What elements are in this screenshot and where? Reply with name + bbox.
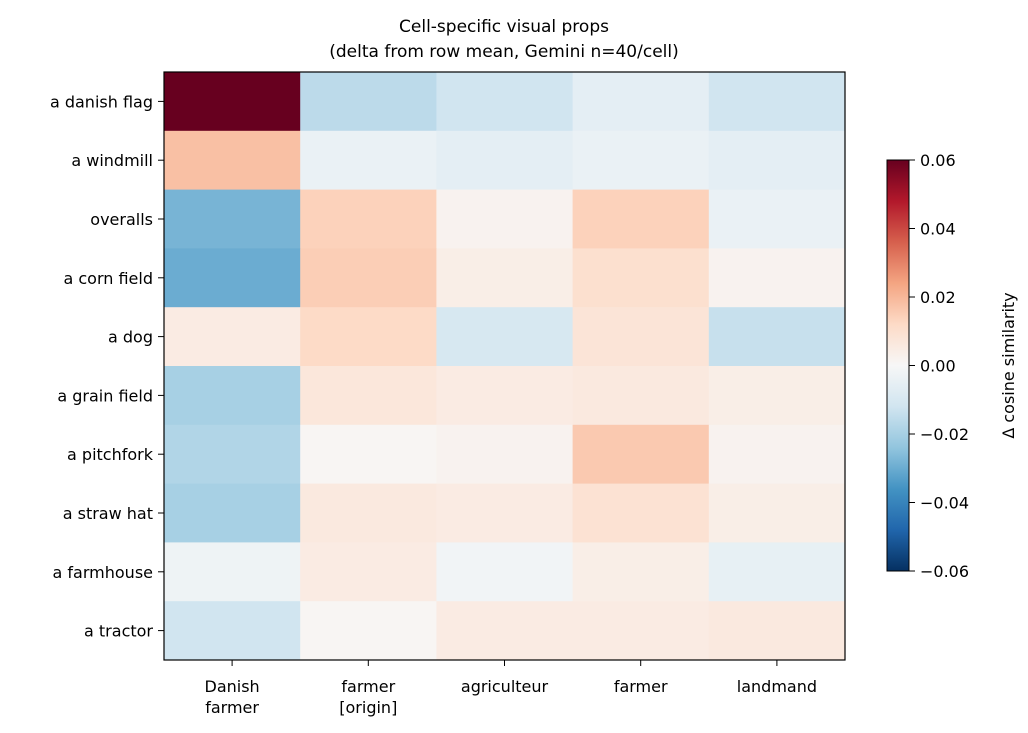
heatmap-cell <box>164 189 301 249</box>
x-tick-label: [origin] <box>339 698 397 717</box>
heatmap-cell <box>436 601 574 661</box>
heatmap-cell <box>572 542 710 602</box>
heatmap-cell <box>572 189 710 249</box>
heatmap-cells <box>164 72 846 661</box>
colorbar-tick-label: 0.06 <box>920 151 956 170</box>
x-tick-label: agriculteur <box>461 677 549 696</box>
chart-subtitle: (delta from row mean, Gemini n=40/cell) <box>329 42 678 62</box>
heatmap-cell <box>436 72 574 132</box>
x-tick-label: farmer <box>341 677 395 696</box>
heatmap-cell <box>164 130 301 191</box>
colorbar-tick-label: −0.02 <box>920 425 969 444</box>
y-tick-label: a farmhouse <box>53 563 153 582</box>
heatmap-cell <box>708 424 846 485</box>
heatmap-cell <box>164 248 301 308</box>
y-tick-label: a windmill <box>71 151 153 170</box>
heatmap-cell <box>164 366 301 426</box>
heatmap-cell <box>708 130 846 191</box>
x-tick-label: farmer <box>205 698 259 717</box>
heatmap-cell <box>708 601 846 661</box>
heatmap-cell <box>164 542 301 602</box>
heatmap-cell <box>300 366 437 426</box>
heatmap-cell <box>436 189 574 249</box>
y-tick-label: a grain field <box>57 386 153 405</box>
heatmap-cell <box>436 483 574 543</box>
y-tick-label: a straw hat <box>63 504 153 523</box>
y-tick-label: a dog <box>108 328 153 347</box>
heatmap-cell <box>300 189 437 249</box>
heatmap-cell <box>572 248 710 308</box>
heatmap-cell <box>572 366 710 426</box>
colorbar-gradient <box>886 159 910 572</box>
colorbar-tick-label: 0.00 <box>920 357 956 376</box>
x-tick-label: farmer <box>614 677 668 696</box>
heatmap-cell <box>436 130 574 191</box>
heatmap-cell <box>572 72 710 132</box>
heatmap-cell <box>164 483 301 543</box>
y-tick-label: a danish flag <box>50 92 153 111</box>
x-tick-label: Danish <box>205 677 260 696</box>
heatmap-cell <box>164 307 301 367</box>
heatmap-cell <box>164 424 301 485</box>
colorbar-tick-label: −0.06 <box>920 562 969 581</box>
heatmap-cell <box>436 424 574 485</box>
heatmap-cell <box>436 248 574 308</box>
y-tick-label: overalls <box>90 210 153 229</box>
heatmap-cell <box>300 72 437 132</box>
y-tick-label: a tractor <box>84 622 153 641</box>
heatmap-cell <box>300 601 437 661</box>
heatmap-cell <box>436 307 574 367</box>
chart-title: Cell-specific visual props <box>399 17 609 37</box>
colorbar-tick-label: 0.02 <box>920 288 956 307</box>
colorbar-label: Δ cosine similarity <box>999 292 1018 438</box>
heatmap-cell <box>436 542 574 602</box>
heatmap-cell <box>708 366 846 426</box>
colorbar: 0.06 0.04 0.02 0.00 −0.02 −0.04 −0.06 Δ cosine … <box>886 151 1018 581</box>
y-tick-label: a pitchfork <box>67 445 154 464</box>
heatmap-cell <box>300 307 437 367</box>
heatmap-cell <box>300 130 437 191</box>
colorbar-tick-label: 0.04 <box>920 220 956 239</box>
column-labels: Danish farmer farmer [origin] agriculteur far… <box>205 660 817 717</box>
heatmap-cell <box>164 72 301 132</box>
heatmap-cell <box>572 424 710 485</box>
heatmap-cell <box>708 542 846 602</box>
heatmap-cell <box>300 542 437 602</box>
heatmap-cell <box>572 130 710 191</box>
heatmap-cell <box>708 72 846 132</box>
heatmap-cell <box>572 483 710 543</box>
heatmap-cell <box>300 483 437 543</box>
heatmap-cell <box>436 366 574 426</box>
heatmap-cell <box>572 307 710 367</box>
heatmap-cell <box>572 601 710 661</box>
heatmap-cell <box>164 601 301 661</box>
y-tick-label: a corn field <box>63 269 153 288</box>
heatmap-cell <box>708 307 846 367</box>
heatmap-cell <box>708 189 846 249</box>
x-tick-label: landmand <box>737 677 817 696</box>
heatmap-cell <box>300 424 437 485</box>
colorbar-tick-label: −0.04 <box>920 494 969 513</box>
heatmap-cell <box>300 248 437 308</box>
row-labels: a danish flag a windmill overalls a corn fi… <box>50 92 164 641</box>
heatmap-cell <box>708 248 846 308</box>
heatmap-cell <box>708 483 846 543</box>
